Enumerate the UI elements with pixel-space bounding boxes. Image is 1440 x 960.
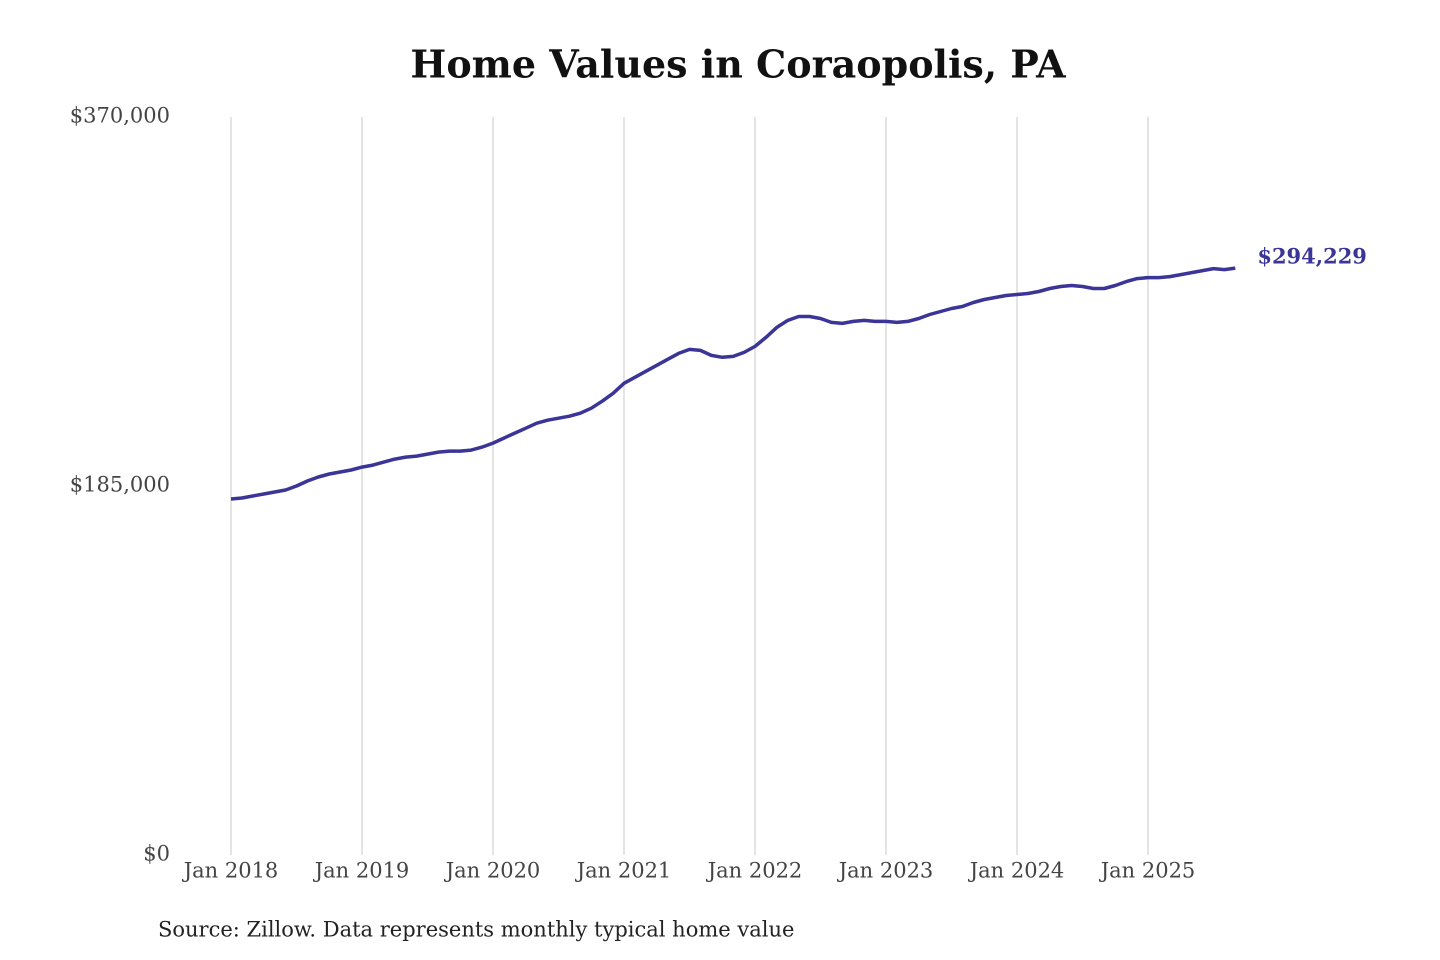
x-tick-label: Jan 2019	[313, 859, 410, 883]
chart-title: Home Values in Coraopolis, PA	[410, 42, 1066, 87]
x-tick-label: Jan 2025	[1099, 859, 1196, 883]
x-tick-label: Jan 2018	[182, 859, 279, 883]
x-tick-label: Jan 2023	[837, 859, 934, 883]
y-tick-label: $370,000	[70, 104, 170, 128]
y-tick-label: $0	[143, 842, 170, 866]
x-tick-label: Jan 2021	[575, 859, 672, 883]
x-tick-label: Jan 2020	[444, 859, 541, 883]
end-value-label: $294,229	[1257, 244, 1367, 269]
y-tick-label: $185,000	[70, 473, 170, 497]
x-tick-label: Jan 2022	[706, 859, 803, 883]
x-tick-label: Jan 2024	[968, 859, 1065, 883]
source-note: Source: Zillow. Data represents monthly …	[158, 918, 794, 942]
data-line	[230, 266, 1236, 501]
